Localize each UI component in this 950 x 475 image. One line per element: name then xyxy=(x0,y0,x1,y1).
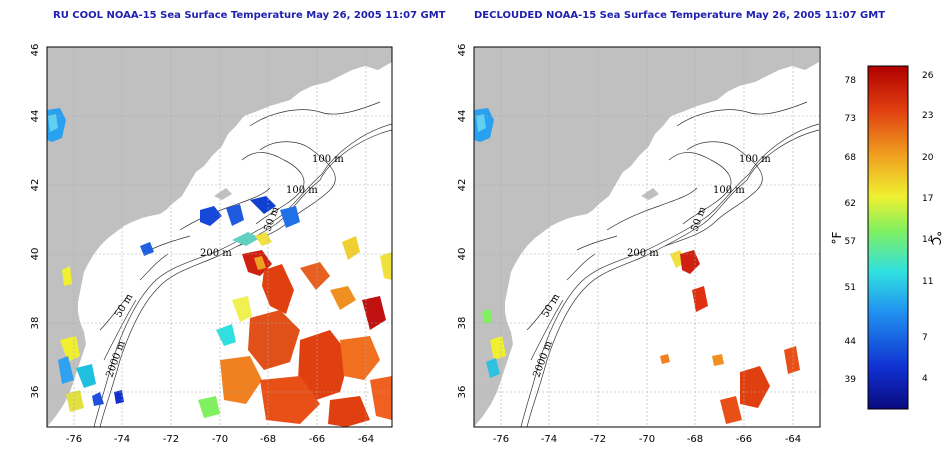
left-contour-label-200m: 200 m xyxy=(200,248,232,259)
left-lat-tick-labels: 36 38 40 42 44 46 xyxy=(30,44,41,399)
left-panel-title: RU COOL NOAA-15 Sea Surface Temperature … xyxy=(53,10,446,21)
right-lat-tick: 44 xyxy=(457,110,468,123)
colorbar-c-tick: 14 xyxy=(922,235,934,245)
right-lon-tick: -64 xyxy=(785,434,801,445)
left-sst-patches xyxy=(47,108,392,427)
right-lon-tick: -72 xyxy=(590,434,606,445)
right-map-panel: 100 m 100 m 50 m 200 m 50 m 2000 m -76 -… xyxy=(457,44,821,445)
colorbar-f-tick: 57 xyxy=(845,237,856,247)
left-lat-tick: 42 xyxy=(30,179,41,192)
colorbar-c-tick: 26 xyxy=(922,71,934,81)
left-contour-label-100m-b: 100 m xyxy=(286,185,318,196)
right-lon-tick: -70 xyxy=(639,434,655,445)
colorbar-f-tick: 39 xyxy=(845,375,857,385)
right-lat-tick: 42 xyxy=(457,179,468,192)
right-lat-tick: 38 xyxy=(457,317,468,330)
left-gridlines xyxy=(47,47,392,427)
colorbar-gradient xyxy=(867,65,909,410)
right-gridlines xyxy=(474,47,820,427)
right-lon-tick-labels: -76 -74 -72 -70 -68 -66 -64 xyxy=(493,434,801,445)
left-lon-tick: -76 xyxy=(66,434,82,445)
colorbar-celsius-unit: °C xyxy=(929,231,943,245)
right-lat-tick: 46 xyxy=(457,44,468,57)
left-lat-tick: 36 xyxy=(30,386,41,399)
right-map-frame xyxy=(473,46,821,428)
colorbar: 78 73 68 62 57 51 44 39 26 23 20 17 14 1… xyxy=(830,65,943,410)
right-lon-tick: -76 xyxy=(493,434,509,445)
colorbar-c-tick: 4 xyxy=(922,374,928,384)
left-map-frame xyxy=(46,46,393,428)
right-lon-tick: -66 xyxy=(736,434,752,445)
colorbar-f-tick: 68 xyxy=(845,153,857,163)
right-contour-label-100m-a: 100 m xyxy=(739,154,771,165)
left-lon-tick: -66 xyxy=(309,434,325,445)
left-lat-tick: 40 xyxy=(30,248,41,261)
left-map-panel: 100 m 100 m 50 m 200 m 50 m 2000 m -76 -… xyxy=(30,44,393,445)
left-lon-tick-labels: -76 -74 -72 -70 -68 -66 -64 xyxy=(66,434,374,445)
colorbar-f-tick: 51 xyxy=(845,283,856,293)
left-lon-tick: -64 xyxy=(358,434,374,445)
colorbar-c-tick: 7 xyxy=(922,333,928,343)
right-contour-label-200m: 200 m xyxy=(627,248,659,259)
colorbar-f-ticks: 78 73 68 62 57 51 44 39 xyxy=(845,76,857,385)
colorbar-c-ticks: 26 23 20 17 14 11 7 4 xyxy=(922,71,934,384)
colorbar-f-tick: 44 xyxy=(845,337,857,347)
right-lat-tick: 36 xyxy=(457,386,468,399)
colorbar-fahrenheit-unit: °F xyxy=(830,231,844,244)
left-lat-tick: 46 xyxy=(30,44,41,57)
colorbar-c-tick: 23 xyxy=(922,111,933,121)
colorbar-c-tick: 20 xyxy=(922,153,934,163)
right-lat-tick: 40 xyxy=(457,248,468,261)
left-lat-tick: 38 xyxy=(30,317,41,330)
right-panel-title: DECLOUDED NOAA-15 Sea Surface Temperatur… xyxy=(474,10,886,21)
colorbar-f-tick: 78 xyxy=(845,76,857,86)
colorbar-f-tick: 73 xyxy=(845,114,856,124)
right-lon-tick: -74 xyxy=(541,434,557,445)
colorbar-f-tick: 62 xyxy=(845,199,856,209)
left-lon-tick: -68 xyxy=(260,434,276,445)
colorbar-c-tick: 11 xyxy=(922,277,933,287)
left-contour-label-100m-a: 100 m xyxy=(312,154,344,165)
right-sst-patches xyxy=(474,108,800,424)
right-lat-tick-labels: 36 38 40 42 44 46 xyxy=(457,44,468,399)
left-lat-tick: 44 xyxy=(30,110,41,123)
colorbar-c-tick: 17 xyxy=(922,194,933,204)
right-contour-label-100m-b: 100 m xyxy=(713,185,745,196)
left-lon-tick: -70 xyxy=(212,434,228,445)
left-lon-tick: -72 xyxy=(163,434,179,445)
right-lon-tick: -68 xyxy=(687,434,703,445)
left-lon-tick: -74 xyxy=(114,434,130,445)
